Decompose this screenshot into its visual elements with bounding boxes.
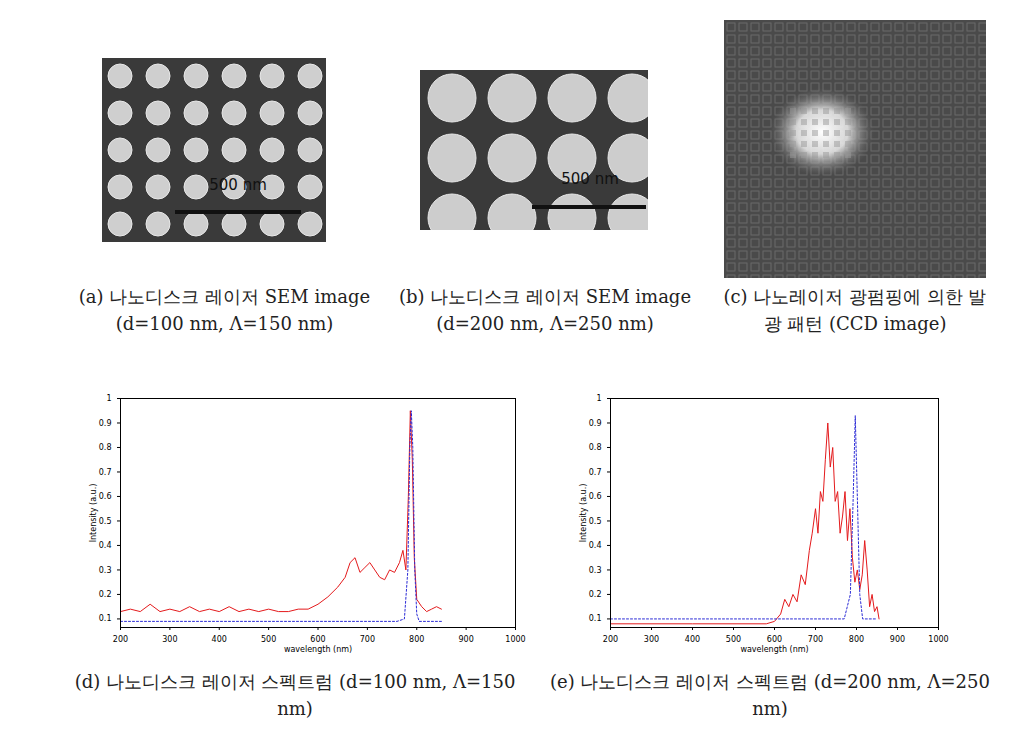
- svg-text:900: 900: [890, 635, 905, 644]
- svg-text:0.7: 0.7: [99, 468, 112, 477]
- svg-text:600: 600: [310, 635, 325, 644]
- svg-text:200: 200: [603, 635, 618, 644]
- svg-text:0.7: 0.7: [589, 468, 602, 477]
- svg-text:0.4: 0.4: [589, 541, 602, 550]
- svg-text:wavelength (nm): wavelength (nm): [740, 645, 808, 654]
- svg-text:1000: 1000: [505, 635, 525, 644]
- svg-text:0.9: 0.9: [99, 419, 112, 428]
- svg-text:wavelength (nm): wavelength (nm): [284, 645, 352, 654]
- svg-text:700: 700: [808, 635, 823, 644]
- svg-text:700: 700: [360, 635, 375, 644]
- svg-text:800: 800: [409, 635, 424, 644]
- svg-text:0.3: 0.3: [99, 566, 112, 575]
- svg-text:400: 400: [212, 635, 227, 644]
- svg-text:0.8: 0.8: [99, 443, 112, 452]
- svg-text:0.5: 0.5: [99, 517, 112, 526]
- html-text:(b) 나노디스크 레이저 SEM image (d=200: (b) 나노디스크 레이저 SEM image (d=200 nm, Λ=250…: [399, 286, 691, 334]
- svg-text:0.6: 0.6: [589, 492, 602, 501]
- html-text:(c) 나노레이저 광펌핑에 의한 발광 패턴 (CCD i: (c) 나노레이저 광펌핑에 의한 발광 패턴 (CCD image): [723, 286, 987, 334]
- svg-text:500 nm: 500 nm: [209, 176, 267, 194]
- svg-text:200: 200: [113, 635, 128, 644]
- html-text:(a) 나노디스크 레이저 SEM image (d=100: (a) 나노디스크 레이저 SEM image (d=100 nm, Λ=150…: [78, 286, 371, 334]
- svg-text:Intensity (a.u.): Intensity (a.u.): [89, 484, 98, 543]
- svg-text:1000: 1000: [928, 635, 948, 644]
- svg-text:0.2: 0.2: [99, 590, 112, 599]
- svg-text:Intensity (a.u.): Intensity (a.u.): [579, 484, 588, 543]
- html-text:(d) 나노디스크 레이저 스펙트럼 (d=100 nm,: (d) 나노디스크 레이저 스펙트럼 (d=100 nm, Λ=150 nm): [74, 671, 516, 719]
- svg-text:400: 400: [685, 635, 700, 644]
- svg-text:500: 500: [726, 635, 741, 644]
- svg-text:0.1: 0.1: [99, 614, 112, 623]
- svg-text:500 nm: 500 nm: [561, 170, 619, 188]
- svg-text:500: 500: [261, 635, 276, 644]
- svg-text:800: 800: [849, 635, 864, 644]
- svg-text:0.3: 0.3: [589, 566, 602, 575]
- svg-text:0.5: 0.5: [589, 517, 602, 526]
- svg-text:0.8: 0.8: [589, 443, 602, 452]
- svg-text:1: 1: [596, 394, 601, 403]
- svg-text:0.1: 0.1: [589, 614, 602, 623]
- svg-text:1: 1: [106, 394, 111, 403]
- svg-text:0.9: 0.9: [589, 419, 602, 428]
- svg-text:0.4: 0.4: [99, 541, 112, 550]
- svg-text:600: 600: [767, 635, 782, 644]
- html-text:(e) 나노디스크 레이저 스펙트럼 (d=200 nm,: (e) 나노디스크 레이저 스펙트럼 (d=200 nm, Λ=250 nm): [550, 671, 990, 719]
- svg-text:300: 300: [162, 635, 177, 644]
- svg-text:0.2: 0.2: [589, 590, 602, 599]
- svg-text:900: 900: [458, 635, 473, 644]
- svg-text:300: 300: [644, 635, 659, 644]
- svg-text:0.6: 0.6: [99, 492, 112, 501]
